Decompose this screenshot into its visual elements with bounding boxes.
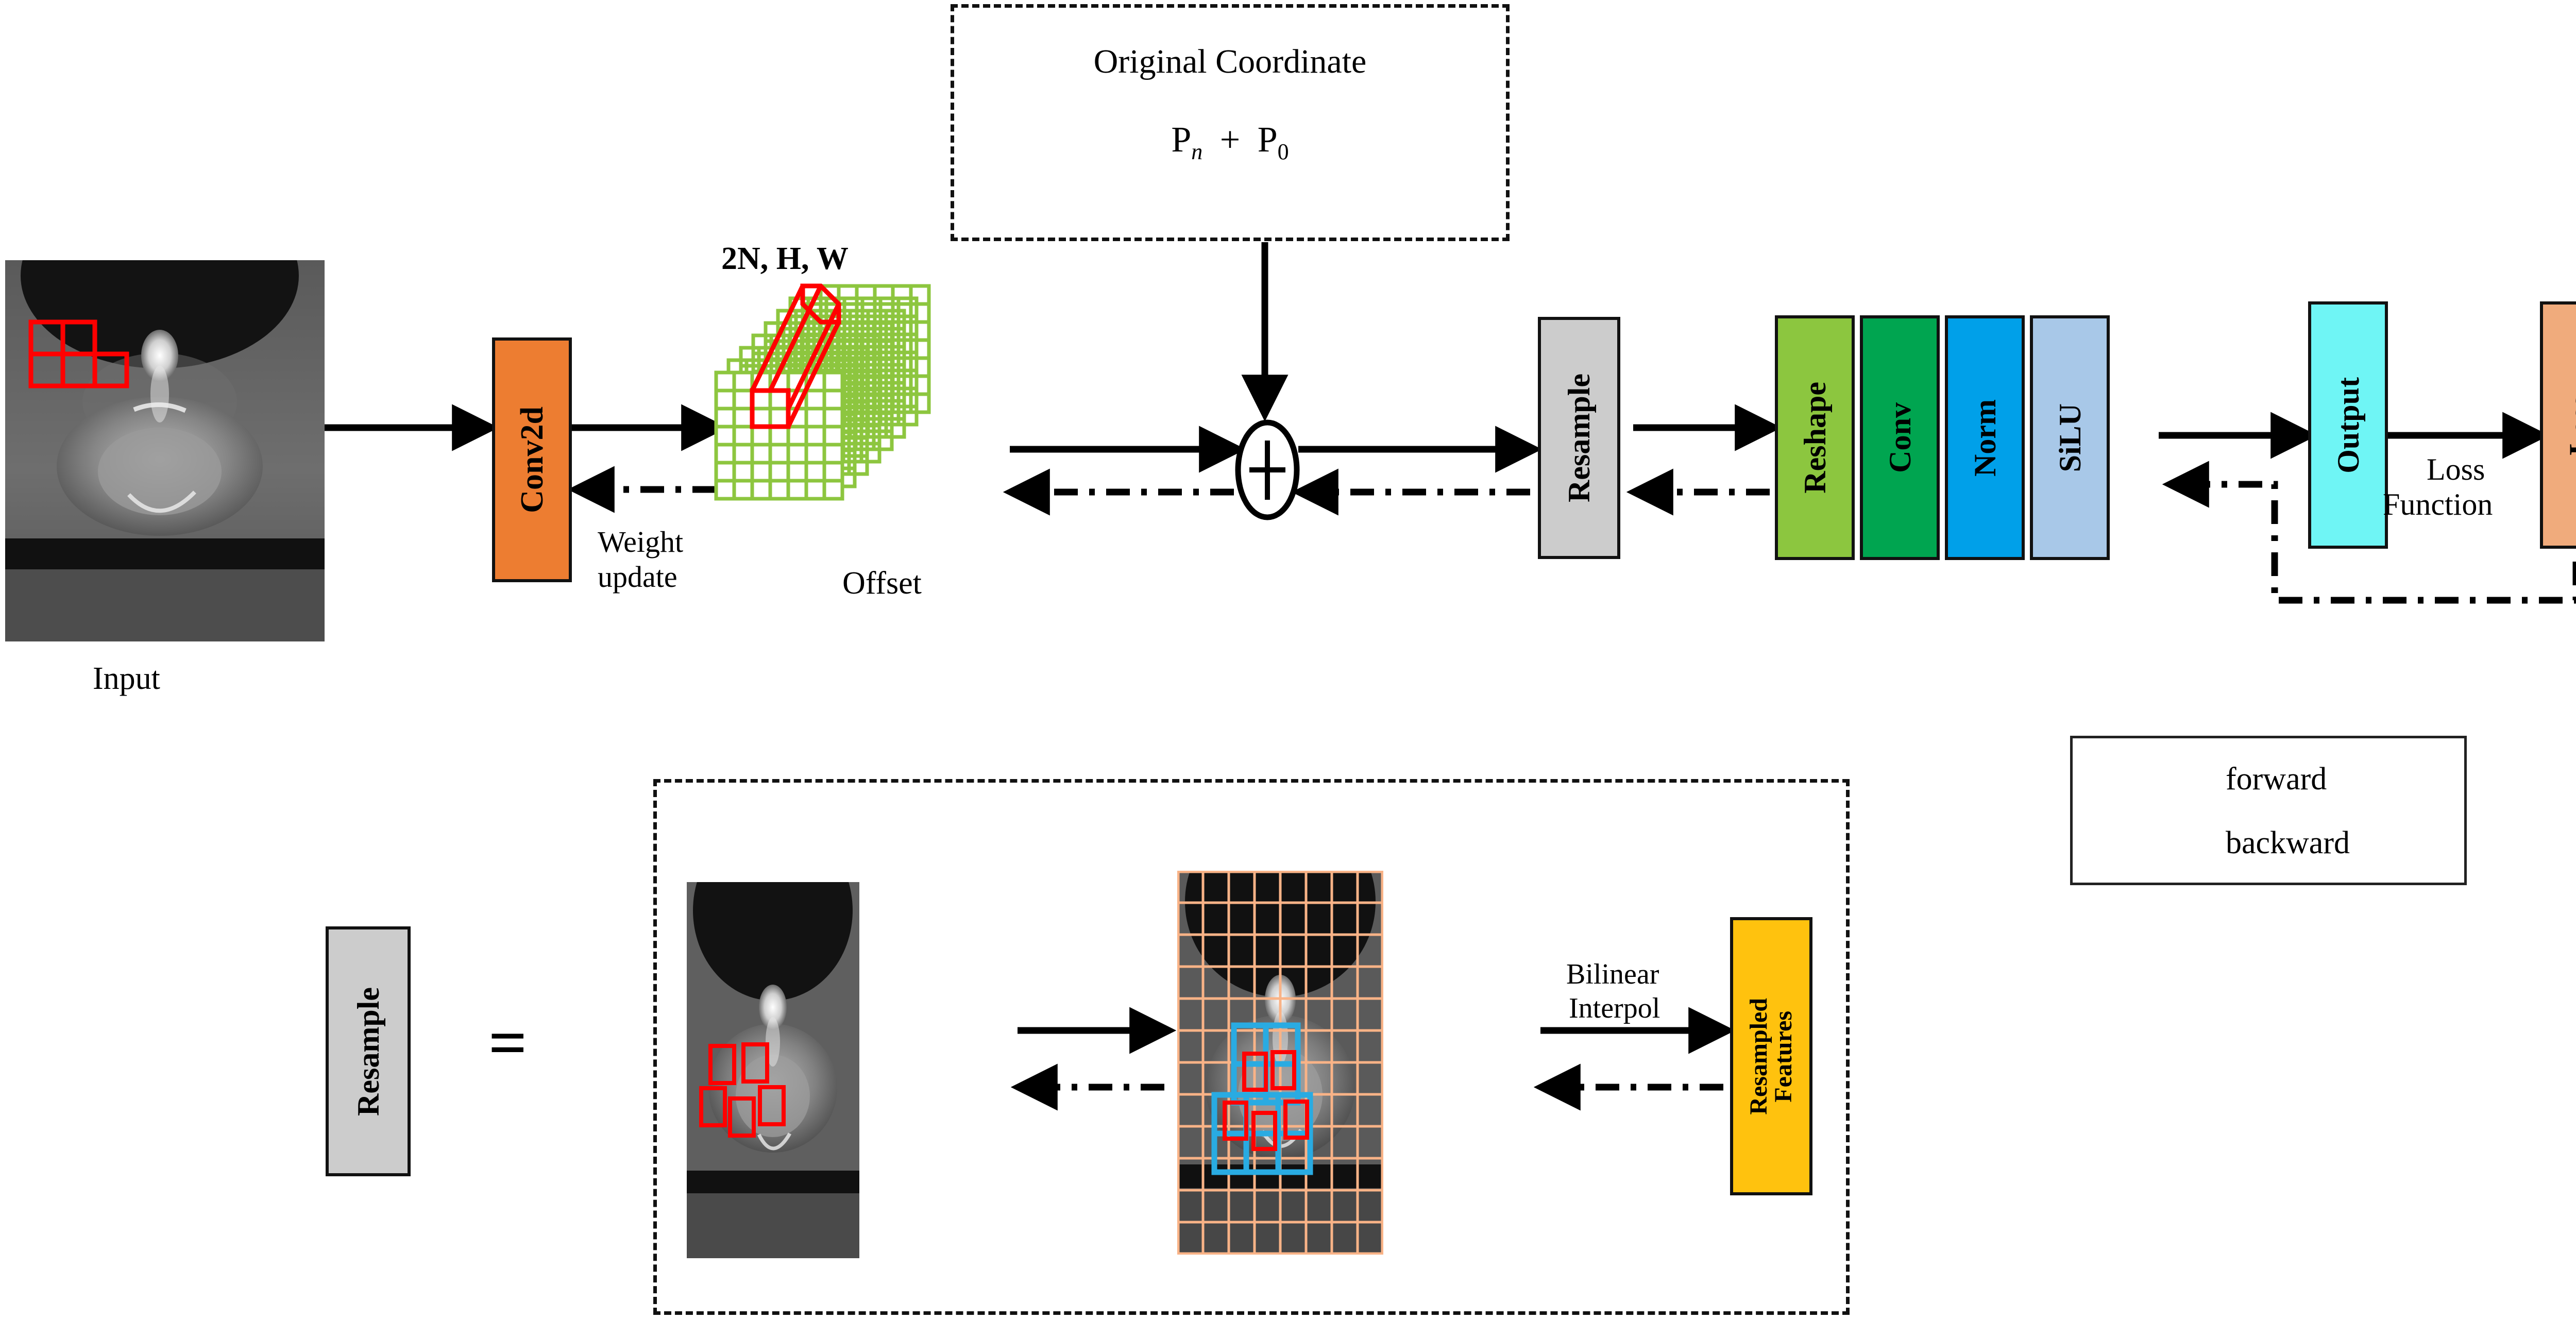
feature-map-offset-boxes xyxy=(699,1042,786,1138)
formula-sub-0: 0 xyxy=(1277,139,1289,165)
weight-update-label-line2: update xyxy=(598,560,677,594)
loss-function-label-line2: Function xyxy=(2383,487,2493,521)
norm-label: Norm xyxy=(1968,399,2002,477)
offset-label: Offset xyxy=(842,566,922,601)
input-roi-kernel-grid xyxy=(28,319,129,388)
grid-offset-boxes xyxy=(1223,1050,1309,1151)
resampled-features-block[interactable]: Resampled Features xyxy=(1730,917,1812,1195)
resampled-features-label: Resampled Features xyxy=(1745,997,1797,1115)
bilinear-label-line1: Bilinear xyxy=(1566,958,1659,990)
conv2d-block[interactable]: Conv2d xyxy=(492,337,572,582)
original-coordinate-box: Original Coordinate Pn + P0 xyxy=(951,4,1510,241)
silu-label: SiLU xyxy=(2053,403,2087,472)
resample-block[interactable]: Resample xyxy=(1538,317,1620,559)
bilinear-label-line2: Interpol xyxy=(1569,992,1660,1024)
feature-map-image xyxy=(687,882,859,1258)
offset-shape-label: 2N, H, W xyxy=(721,241,849,276)
legend-forward-label: forward xyxy=(2226,762,2327,797)
resampled-features-line1: Resampled xyxy=(1745,997,1772,1115)
conv-label: Conv xyxy=(1883,402,1917,473)
formula-sub-n: n xyxy=(1191,139,1203,165)
loss-label: Loss xyxy=(2563,395,2576,455)
input-image xyxy=(5,260,325,641)
original-coordinate-formula: Pn + P0 xyxy=(954,120,1506,165)
resampled-features-line2: Features xyxy=(1770,1010,1797,1102)
offset-highlight-tube xyxy=(750,283,841,429)
offset-plane-front xyxy=(714,370,844,501)
original-coordinate-title: Original Coordinate xyxy=(1093,43,1367,80)
conv2d-label: Conv2d xyxy=(514,407,550,513)
norm-block[interactable]: Norm xyxy=(1945,315,2025,560)
silu-block[interactable]: SiLU xyxy=(2030,315,2110,560)
resample-definition-block[interactable]: Resample xyxy=(326,926,411,1176)
arrow-loss-backward-loop xyxy=(2162,461,2576,604)
loss-function-label-line1: Loss xyxy=(2427,452,2485,486)
legend-box xyxy=(2070,736,2467,885)
reshape-block[interactable]: Reshape xyxy=(1775,315,1855,560)
formula-p-n: P xyxy=(1171,120,1192,160)
resample-label: Resample xyxy=(1562,374,1596,502)
conv-block[interactable]: Conv xyxy=(1860,315,1940,560)
output-block[interactable]: Output xyxy=(2308,301,2388,549)
resample-detail-container xyxy=(653,779,1850,1315)
loss-block[interactable]: Loss xyxy=(2540,301,2576,549)
resample-definition-label: Resample xyxy=(351,987,385,1116)
legend-backward-label: backward xyxy=(2226,825,2350,860)
input-label: Input xyxy=(93,661,160,696)
grid-map-image xyxy=(1177,871,1383,1255)
output-label: Output xyxy=(2331,377,2365,474)
offset-volume xyxy=(714,283,1036,574)
equals-sign: = xyxy=(488,1005,528,1080)
formula-p-0: P xyxy=(1257,120,1278,160)
reshape-label: Reshape xyxy=(1798,382,1832,494)
formula-plus: + xyxy=(1219,120,1241,160)
sum-node xyxy=(1231,392,1303,562)
weight-update-label-line1: Weight xyxy=(598,525,684,559)
